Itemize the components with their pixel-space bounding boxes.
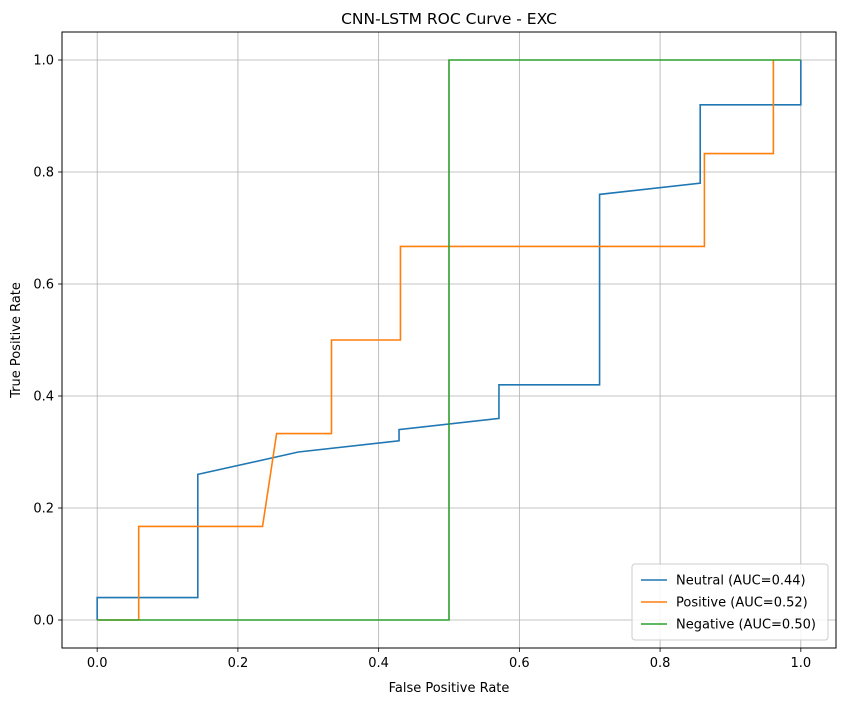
- series-line-0: [96, 60, 802, 620]
- legend-box: [631, 563, 829, 641]
- axis-ticks: 0.0 0.2 0.4 0.6 0.8 1.0 0.0 0.2 0.4 0.6 0.8 1.0: [33, 54, 811, 672]
- y-tick-label: 0.4: [33, 390, 54, 405]
- x-axis-label: False Positive Rate: [389, 681, 510, 696]
- legend-label: Neutral (AUC=0.44): [676, 574, 806, 589]
- y-tick-label: 1.0: [33, 54, 54, 69]
- x-tick-label: 0.0: [87, 656, 108, 671]
- y-tick-label: 0.2: [33, 502, 54, 517]
- legend: Neutral (AUC=0.44) Positive (AUC=0.52) Neg…: [631, 563, 829, 641]
- series-line-1: [97, 60, 775, 621]
- y-tick-label: 0.8: [33, 166, 54, 181]
- x-tick-label: 1.0: [790, 656, 811, 671]
- series-lines: [96, 59, 802, 621]
- legend-label: Positive (AUC=0.52): [676, 596, 808, 611]
- x-tick-label: 0.2: [228, 656, 249, 671]
- series-line-2: [97, 59, 801, 621]
- x-tick-label: 0.4: [368, 656, 389, 671]
- y-tick-label: 0.6: [33, 278, 54, 293]
- chart-title: CNN-LSTM ROC Curve - EXC: [341, 10, 557, 28]
- y-axis-label: True Positive Rate: [9, 282, 24, 399]
- x-tick-label: 0.6: [509, 656, 530, 671]
- y-tick-label: 0.0: [33, 614, 54, 629]
- plot-frame: [61, 31, 837, 649]
- legend-label: Negative (AUC=0.50): [676, 618, 816, 633]
- x-tick-label: 0.8: [650, 656, 671, 671]
